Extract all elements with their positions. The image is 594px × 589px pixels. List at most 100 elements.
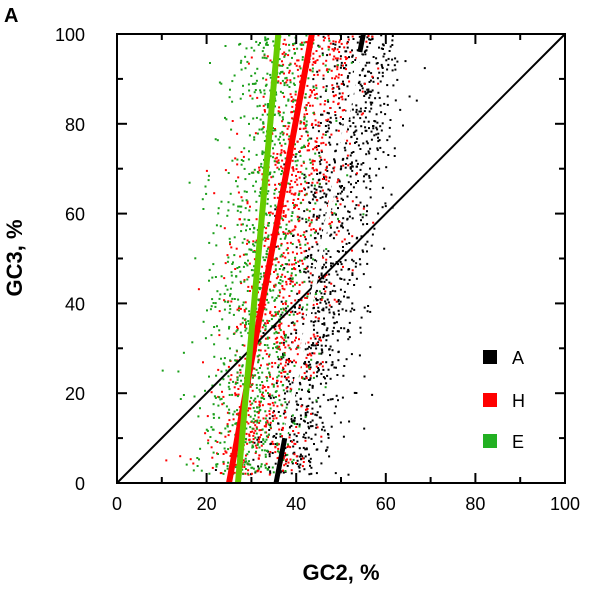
data-point — [177, 370, 180, 373]
data-point — [336, 59, 339, 62]
data-point — [358, 354, 361, 357]
data-point — [334, 150, 337, 153]
data-point — [329, 116, 332, 119]
data-point — [369, 79, 372, 82]
data-point — [387, 57, 390, 60]
data-point — [366, 240, 369, 243]
data-point — [306, 411, 309, 414]
data-point — [259, 330, 262, 333]
data-point — [309, 161, 312, 164]
data-point — [327, 301, 330, 304]
data-point — [251, 446, 254, 449]
data-point — [280, 144, 283, 147]
data-point — [334, 43, 337, 46]
data-point — [272, 258, 275, 261]
data-point — [256, 105, 259, 108]
data-point — [248, 438, 251, 441]
data-point — [273, 160, 276, 163]
data-point — [332, 42, 335, 45]
data-point — [308, 247, 311, 250]
data-point — [224, 469, 227, 472]
data-point — [312, 178, 315, 181]
data-point — [298, 291, 301, 294]
data-point — [326, 54, 329, 57]
data-point — [354, 125, 357, 128]
data-point — [285, 234, 287, 237]
data-point — [316, 148, 319, 151]
data-point — [255, 200, 258, 203]
data-point — [290, 100, 293, 103]
data-point — [303, 268, 306, 271]
data-point — [251, 374, 254, 377]
data-point — [276, 336, 279, 339]
data-point — [299, 247, 302, 250]
data-point — [259, 419, 262, 422]
data-point — [371, 75, 374, 78]
data-point — [230, 452, 233, 455]
data-point — [363, 175, 365, 178]
data-point — [246, 60, 249, 63]
data-point — [204, 432, 207, 435]
data-point — [328, 308, 331, 311]
data-point — [246, 290, 249, 292]
data-point — [207, 442, 210, 445]
data-point — [356, 165, 358, 168]
data-point — [324, 100, 327, 102]
data-point — [318, 55, 321, 58]
data-point — [251, 389, 254, 392]
data-point — [294, 259, 296, 262]
data-point — [289, 279, 292, 282]
data-point — [365, 214, 368, 217]
data-point — [339, 192, 342, 195]
data-point — [284, 336, 287, 339]
data-point — [346, 195, 349, 198]
data-point — [303, 144, 306, 147]
data-point — [227, 209, 230, 212]
data-point — [284, 416, 287, 419]
data-point — [211, 466, 214, 469]
data-point — [279, 90, 282, 93]
data-point — [304, 93, 307, 96]
data-point — [291, 310, 294, 313]
data-point — [299, 463, 302, 466]
data-point — [394, 99, 397, 102]
data-point — [342, 217, 345, 220]
data-point — [320, 344, 323, 347]
data-point — [248, 122, 250, 125]
data-point — [294, 283, 296, 286]
data-point — [327, 34, 330, 37]
data-point — [348, 242, 351, 244]
data-point — [375, 126, 378, 129]
data-point — [307, 270, 310, 273]
data-point — [310, 466, 313, 469]
data-point — [281, 60, 283, 63]
data-point — [212, 403, 215, 406]
data-point — [249, 403, 252, 406]
data-point — [263, 449, 266, 452]
data-point — [317, 396, 320, 399]
data-point — [272, 289, 275, 292]
data-point — [337, 217, 339, 220]
data-point — [286, 190, 289, 193]
data-point — [330, 305, 333, 308]
data-point — [377, 67, 380, 70]
data-point — [231, 393, 234, 396]
data-point — [314, 97, 317, 99]
data-point — [369, 196, 372, 199]
data-point — [322, 249, 325, 252]
data-point — [263, 92, 266, 95]
data-point — [233, 410, 236, 413]
data-point — [356, 162, 359, 165]
data-point — [269, 421, 272, 424]
data-point — [342, 157, 345, 160]
data-point — [359, 110, 362, 113]
data-point — [307, 364, 310, 367]
data-point — [286, 232, 289, 235]
data-point — [316, 243, 319, 246]
data-point — [331, 398, 334, 401]
data-point — [234, 392, 237, 395]
data-point — [237, 205, 240, 208]
data-point — [239, 280, 242, 283]
data-point — [323, 177, 325, 180]
data-point — [329, 121, 332, 124]
